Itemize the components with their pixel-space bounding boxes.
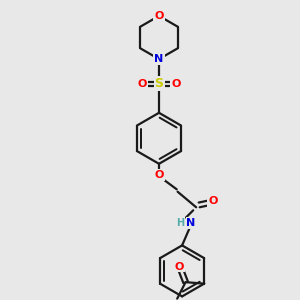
Text: O: O [171,79,181,89]
Text: N: N [187,218,196,228]
Text: O: O [175,262,184,272]
Text: O: O [154,170,164,180]
Text: O: O [154,11,164,21]
Text: H: H [176,218,185,228]
Text: S: S [154,77,164,90]
Text: N: N [154,54,164,64]
Text: O: O [208,196,218,206]
Text: O: O [137,79,147,89]
